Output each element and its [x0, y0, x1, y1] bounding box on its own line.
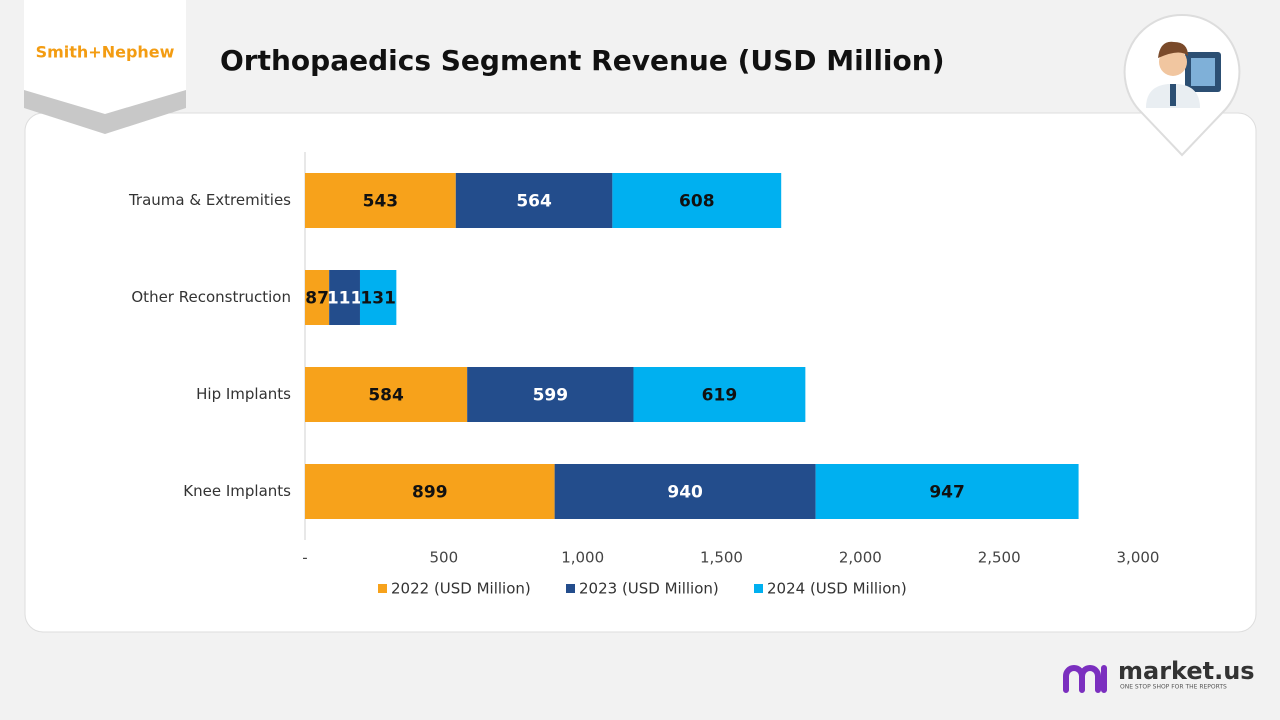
data-label: 608 [679, 192, 715, 212]
legend-label: 2024 (USD Million) [767, 580, 907, 598]
bar-segment [305, 270, 330, 325]
data-label: 87 [305, 289, 329, 309]
x-tick-label: 500 [430, 549, 459, 567]
y-tick-label: Hip Implants [196, 385, 291, 403]
bar-segment [815, 464, 1079, 519]
x-tick-label: 3,000 [1117, 549, 1160, 567]
data-label: 947 [929, 483, 965, 503]
x-tick-label: 1,500 [700, 549, 743, 567]
bar-segment [467, 367, 634, 422]
x-tick-label: 1,000 [561, 549, 604, 567]
data-label: 111 [327, 289, 363, 309]
footer-logo-tagline: ONE STOP SHOP FOR THE REPORTS [1120, 684, 1227, 691]
doctor-icon [1123, 13, 1241, 157]
x-tick-label: - [302, 549, 307, 567]
legend-swatch [754, 584, 763, 593]
bar-segment [305, 464, 555, 519]
data-label: 564 [516, 192, 552, 212]
data-label: 584 [368, 386, 404, 406]
y-tick-label: Trauma & Extremities [128, 191, 291, 209]
data-label: 543 [363, 192, 399, 212]
data-label: 619 [702, 386, 738, 406]
bar-segment [554, 464, 816, 519]
bar-segment [359, 270, 397, 325]
bar-segment [633, 367, 806, 422]
chart-title: Orthopaedics Segment Revenue (USD Millio… [220, 44, 945, 77]
data-label: 131 [360, 289, 396, 309]
bar-segment [329, 270, 360, 325]
legend-swatch [566, 584, 575, 593]
y-tick-label: Other Reconstruction [131, 288, 291, 306]
x-tick-label: 2,500 [978, 549, 1021, 567]
bar-segment [305, 173, 456, 228]
y-tick-label: Knee Implants [183, 482, 291, 500]
logo-text: Smith+Nephew [36, 43, 175, 62]
data-label: 599 [533, 386, 569, 406]
footer-logo: market.us ONE STOP SHOP FOR THE REPORTS [1063, 657, 1255, 693]
data-label: 940 [667, 483, 703, 503]
bar-segment [612, 173, 782, 228]
plot: - 500 1,000 1,500 2,000 2,500 3,000 Trauma & Ex… [128, 152, 1160, 598]
footer-logo-name: market.us [1118, 657, 1255, 685]
bar-segment [455, 173, 613, 228]
bar-segment [305, 367, 468, 422]
legend-label: 2023 (USD Million) [579, 580, 719, 598]
logo-ribbon [24, 0, 186, 114]
x-tick-label: 2,000 [839, 549, 882, 567]
legend-label: 2022 (USD Million) [391, 580, 531, 598]
data-label: 899 [412, 483, 448, 503]
legend-swatch [378, 584, 387, 593]
